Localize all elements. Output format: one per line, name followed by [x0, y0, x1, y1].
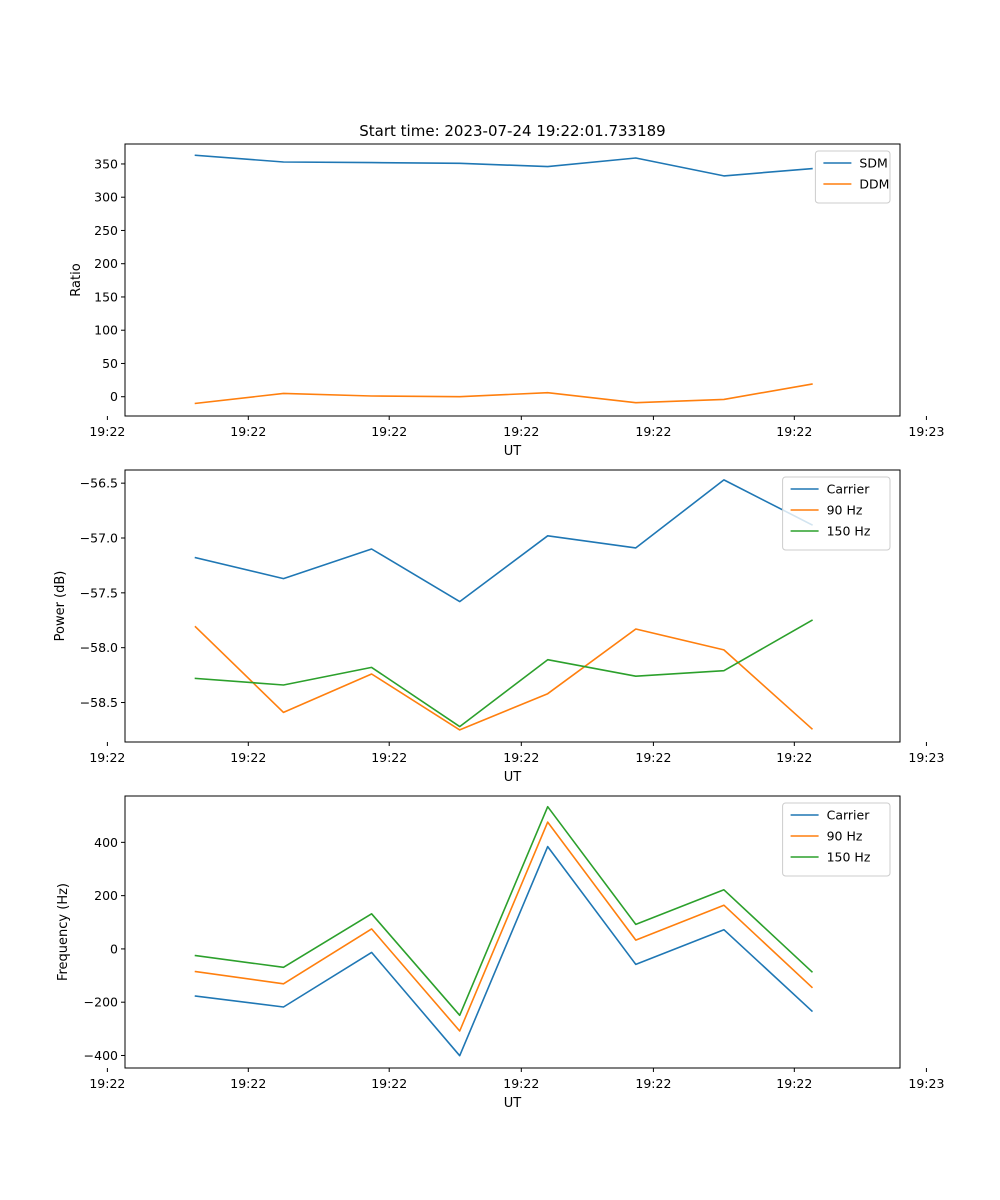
panel-1-x-axis-label: UT: [504, 444, 522, 459]
panel-1-legend: SDM DDM: [814, 150, 891, 204]
panel-1-y-tick-label: 350: [94, 156, 118, 171]
panel-2-legend: Carrier 90 Hz 150 Hz: [782, 476, 891, 551]
panel-1-x-tick-label: 19:22: [230, 424, 266, 439]
panel-2-x-tick-label: 19:22: [776, 750, 812, 765]
panel-1-y-tick-label: 0: [110, 389, 118, 404]
panel-3-carrier-line: [194, 845, 814, 1057]
panel-1-y-tick-label: 50: [102, 356, 118, 371]
panel-1-legend-label-sdm: SDM: [859, 156, 887, 171]
panel-3-x-tick-label: 19:23: [908, 1076, 944, 1091]
panel-3-y-tick-label: 0: [110, 941, 118, 956]
panel-1-legend-box: [814, 150, 891, 204]
panel-2-x-tick-label: 19:22: [635, 750, 671, 765]
panel-1-y-axis-label: Ratio: [69, 263, 84, 296]
panel-1-y-tick-label: 200: [94, 256, 118, 271]
panel-3-x-axis-label: UT: [504, 1096, 522, 1111]
panel-3-legend-label-carrier: Carrier: [827, 808, 871, 823]
panel-3-150-hz-line: [194, 805, 814, 1017]
panel-3-x-tick-label: 19:22: [371, 1076, 407, 1091]
panel-2-x-tick-label: 19:23: [908, 750, 944, 765]
panel-2-x-tick-label: 19:22: [230, 750, 266, 765]
panel-2-150-hz-line: [194, 619, 813, 728]
panel-3-x-tick-label: 19:22: [89, 1076, 125, 1091]
panel-2-x-tick-label: 19:22: [503, 750, 539, 765]
panel-2-carrier-line: [194, 479, 813, 603]
panel-2-y-tick-label: −58.0: [80, 640, 118, 655]
panel-3-y-tick-label: 400: [94, 835, 118, 850]
panel-3-y-axis-label: Frequency (Hz): [56, 883, 71, 981]
panel-1-sdm-line: [194, 154, 813, 177]
panel-3-legend: Carrier 90 Hz 150 Hz: [782, 802, 891, 877]
panel-1-x-tick-label: 19:22: [371, 424, 407, 439]
panel-2-x-tick-label: 19:22: [371, 750, 407, 765]
panel-3-x-tick-label: 19:22: [776, 1076, 812, 1091]
panel-3-x-tick-label: 19:22: [503, 1076, 539, 1091]
panel-2-y-axis-label: Power (dB): [53, 571, 68, 642]
panel-3-axes-frame: [124, 795, 901, 1069]
panel-2-legend-label-150-hz: 150 Hz: [827, 524, 871, 539]
panel-1-x-tick-label: 19:23: [908, 424, 944, 439]
panel-2-x-axis-label: UT: [504, 770, 522, 785]
panel-3-legend-label-150-hz: 150 Hz: [827, 850, 871, 865]
panel-3-x-tick-label: 19:22: [230, 1076, 266, 1091]
panel-2-y-tick-label: −57.5: [80, 585, 118, 600]
panel-3-legend-label-90-hz: 90 Hz: [827, 829, 863, 844]
panel-3-y-tick-label: −200: [84, 995, 118, 1010]
panel-3-y-tick-label: −400: [84, 1048, 118, 1063]
panel-1-x-tick-label: 19:22: [89, 424, 125, 439]
panel-1-legend-label-ddm: DDM: [859, 177, 889, 192]
panel-3-x-tick-label: 19:22: [635, 1076, 671, 1091]
panel-1-y-tick-label: 100: [94, 323, 118, 338]
panel-2-axes-frame: [124, 469, 901, 743]
panel-1-y-tick-label: 300: [94, 190, 118, 205]
panel-1-y-tick-label: 150: [94, 289, 118, 304]
ratio-panel: 19:22 19:22 19:22 19:22 19:22 19:22 19:23 0 50 10…: [69, 143, 944, 459]
panel-1-x-tick-label: 19:22: [503, 424, 539, 439]
panel-1-axes-frame: [124, 143, 901, 417]
panel-1-y-tick-label: 250: [94, 223, 118, 238]
panel-2-90-hz-line: [194, 625, 814, 731]
panel-1-x-tick-label: 19:22: [776, 424, 812, 439]
panel-2-legend-label-90-hz: 90 Hz: [827, 503, 863, 518]
panel-3-90-hz-line: [194, 821, 814, 1032]
panel-2-y-tick-label: −57.0: [80, 531, 118, 546]
figure-title: Start time: 2023-07-24 19:22:01.733189: [359, 122, 665, 140]
panel-2-legend-label-carrier: Carrier: [827, 482, 871, 497]
frequency-panel: 19:22 19:22 19:22 19:22 19:22 19:22 19:23 −400 −…: [56, 795, 944, 1111]
panel-1-ddm-line: [194, 383, 813, 405]
power-panel: 19:22 19:22 19:22 19:22 19:22 19:22 19:23 −58.5…: [53, 469, 944, 785]
panel-1-x-tick-label: 19:22: [635, 424, 671, 439]
panel-2-x-tick-label: 19:22: [89, 750, 125, 765]
panel-3-y-tick-label: 200: [94, 888, 118, 903]
panel-2-y-tick-label: −58.5: [80, 695, 118, 710]
panel-2-y-tick-label: −56.5: [80, 476, 118, 491]
